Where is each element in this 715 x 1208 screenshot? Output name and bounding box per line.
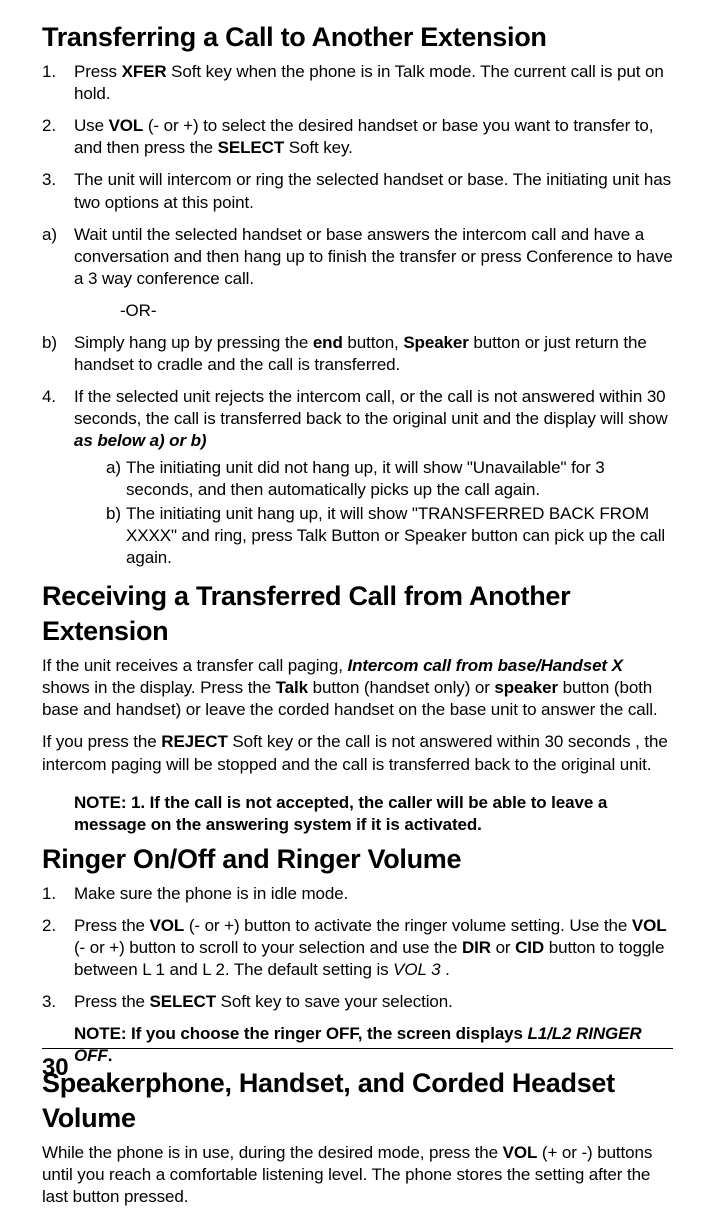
ringer-step-2: Press the VOL (- or +) button to activat… <box>42 915 673 981</box>
page-number: 30 <box>42 1052 69 1083</box>
t: If the unit receives a transfer call pag… <box>42 656 347 675</box>
key-reject: REJECT <box>161 732 227 751</box>
note-ringer: NOTE: If you choose the ringer OFF, the … <box>42 1023 673 1067</box>
t: If the selected unit rejects the interco… <box>74 387 668 428</box>
t: The initiating unit hang up, it will sho… <box>126 504 665 567</box>
heading-transfer: Transferring a Call to Another Extension <box>42 20 673 55</box>
t: shows in the display. Press the <box>42 678 276 697</box>
transfer-steps-cont: If the selected unit rejects the interco… <box>42 386 673 569</box>
t: Make sure the phone is in idle mode. <box>74 884 348 903</box>
key-select: SELECT <box>150 992 216 1011</box>
t: (- or +) button to scroll to your select… <box>74 938 462 957</box>
receive-p2: If you press the REJECT Soft key or the … <box>42 731 673 775</box>
sub-options: The initiating unit did not hang up, it … <box>74 457 673 569</box>
t: button (handset only) or <box>308 678 494 697</box>
sub-a: The initiating unit did not hang up, it … <box>106 457 673 501</box>
t: Press <box>74 62 122 81</box>
key-dir: DIR <box>462 938 491 957</box>
ringer-step-3: Press the SELECT Soft key to save your s… <box>42 991 673 1013</box>
ringer-step-1: Make sure the phone is in idle mode. <box>42 883 673 905</box>
speaker-p1: While the phone is in use, during the de… <box>42 1142 673 1208</box>
key-select: SELECT <box>218 138 284 157</box>
key-cid: CID <box>515 938 544 957</box>
note-receive: NOTE: 1. If the call is not accepted, th… <box>42 792 673 836</box>
option-a: Wait until the selected handset or base … <box>42 224 673 290</box>
key-talk: Talk <box>276 678 308 697</box>
or-separator: -OR- <box>42 300 673 322</box>
key-vol: VOL <box>150 916 185 935</box>
emph: Intercom call from base/Handset X <box>347 656 622 675</box>
key-speaker: speaker <box>494 678 558 697</box>
key-speaker: Speaker <box>403 333 468 352</box>
key-xfer: XFER <box>122 62 167 81</box>
step-2: Use VOL (- or +) to select the desired h… <box>42 115 673 159</box>
step-1: Press XFER Soft key when the phone is in… <box>42 61 673 105</box>
t: . <box>441 960 450 979</box>
option-b: Simply hang up by pressing the end butto… <box>42 332 673 376</box>
t: . <box>108 1046 113 1065</box>
t: button, <box>343 333 404 352</box>
sub-b: The initiating unit hang up, it will sho… <box>106 503 673 569</box>
heading-ringer: Ringer On/Off and Ringer Volume <box>42 842 673 877</box>
note-label: NOTE: <box>74 793 131 812</box>
t: Press the <box>74 992 150 1011</box>
key-vol: VOL <box>503 1143 538 1162</box>
heading-speaker-volume: Speakerphone, Handset, and Corded Headse… <box>42 1066 673 1136</box>
t: The unit will intercom or ring the selec… <box>74 170 671 211</box>
footer-rule <box>42 1048 673 1049</box>
t: Use <box>74 116 109 135</box>
emph: as below a) or b) <box>74 431 206 450</box>
key-end: end <box>313 333 343 352</box>
t: If you press the <box>42 732 161 751</box>
note-body: 1. If the call is not accepted, the call… <box>74 793 607 834</box>
default-vol: VOL 3 <box>393 960 440 979</box>
step-3: The unit will intercom or ring the selec… <box>42 169 673 213</box>
t: Press the <box>74 916 150 935</box>
heading-receive: Receiving a Transferred Call from Anothe… <box>42 579 673 649</box>
receive-p1: If the unit receives a transfer call pag… <box>42 655 673 721</box>
step-4: If the selected unit rejects the interco… <box>42 386 673 569</box>
t: Simply hang up by pressing the <box>74 333 313 352</box>
t: (- or +) button to activate the ringer v… <box>184 916 632 935</box>
key-vol: VOL <box>632 916 667 935</box>
ringer-steps: Make sure the phone is in idle mode. Pre… <box>42 883 673 1013</box>
t: or <box>491 938 515 957</box>
transfer-steps: Press XFER Soft key when the phone is in… <box>42 61 673 214</box>
t: Soft key to save your selection. <box>216 992 453 1011</box>
t: NOTE: If you choose the ringer OFF, the … <box>74 1024 528 1043</box>
key-vol: VOL <box>109 116 144 135</box>
t: The initiating unit did not hang up, it … <box>126 458 605 499</box>
t: (- or +) to select the desired handset o… <box>74 116 653 157</box>
t: Wait until the selected handset or base … <box>74 225 673 288</box>
t: Soft key. <box>284 138 353 157</box>
t: While the phone is in use, during the de… <box>42 1143 503 1162</box>
